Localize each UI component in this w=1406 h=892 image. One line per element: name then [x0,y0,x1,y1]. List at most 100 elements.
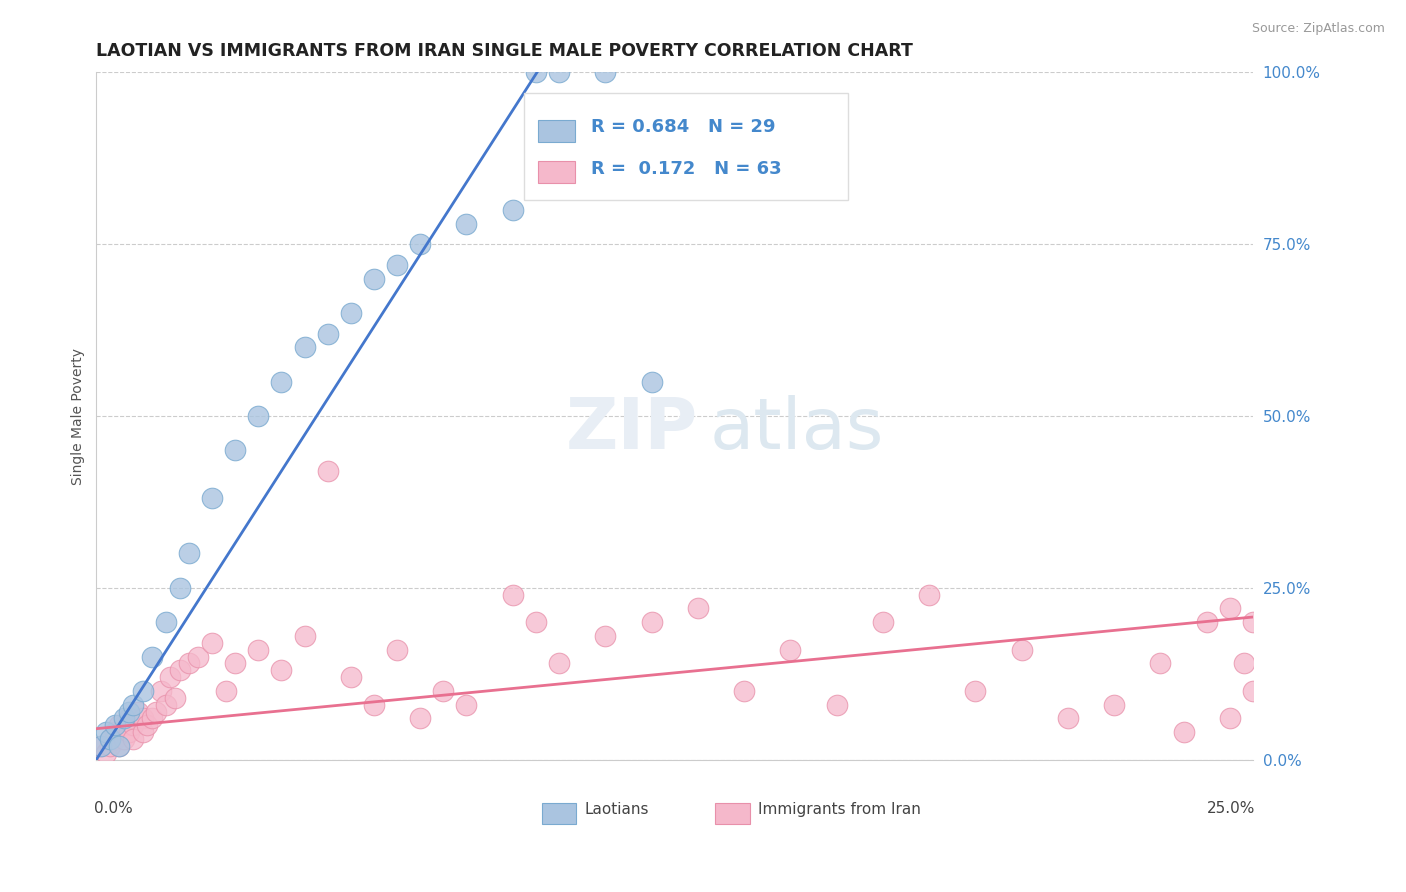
Point [686,601,709,615]
Point [98,731,121,746]
Point [1233,657,1256,671]
Point [104,725,127,739]
Point [640,615,662,629]
Point [593,65,616,79]
Text: 25.0%: 25.0% [1206,801,1256,816]
Point [548,657,571,671]
Point [104,731,127,746]
Point [150,684,173,698]
Point [409,711,432,725]
Point [112,711,135,725]
Text: Source: ZipAtlas.com: Source: ZipAtlas.com [1251,22,1385,36]
Point [108,718,131,732]
Point [122,698,145,712]
Point [385,258,408,272]
Point [363,271,385,285]
Point [385,642,408,657]
Point [432,684,454,698]
Point [524,615,547,629]
Point [965,684,987,698]
Point [112,731,135,746]
Point [131,684,153,698]
Point [456,698,478,712]
Point [159,670,181,684]
Point [779,642,801,657]
Point [163,690,186,705]
Point [316,464,339,478]
Point [524,65,547,79]
Point [733,684,755,698]
Point [108,739,131,753]
Point [502,588,524,602]
Bar [541,803,576,823]
Point [640,375,662,389]
Point [145,705,167,719]
Text: Immigrants from Iran: Immigrants from Iran [758,802,921,817]
Y-axis label: Single Male Poverty: Single Male Poverty [72,348,86,484]
Point [169,581,191,595]
Point [1195,615,1218,629]
Point [1149,657,1171,671]
Point [270,663,292,677]
FancyBboxPatch shape [524,93,848,200]
Point [127,705,149,719]
Point [112,718,135,732]
Point [98,739,121,753]
Point [1011,642,1033,657]
Point [122,731,145,746]
Point [155,698,177,712]
Point [270,375,292,389]
Point [177,546,200,560]
Point [825,698,848,712]
Point [247,642,270,657]
Point [1241,684,1264,698]
Point [94,725,117,739]
Bar [716,803,749,823]
Point [177,657,200,671]
Point [340,670,363,684]
Point [340,306,363,320]
Point [593,629,616,643]
Point [90,739,112,753]
Point [104,718,127,732]
Point [872,615,894,629]
Point [94,746,117,760]
Point [118,711,141,725]
Text: ZIP: ZIP [565,395,697,464]
Point [1219,711,1241,725]
Point [247,409,270,423]
Bar [538,120,575,142]
Point [1219,601,1241,615]
Point [187,649,209,664]
Point [456,217,478,231]
Point [363,698,385,712]
Point [169,663,191,677]
Point [155,615,177,629]
Text: atlas: atlas [710,395,884,464]
Point [1241,615,1264,629]
Bar [538,161,575,183]
Point [409,237,432,252]
Point [201,636,224,650]
Point [294,629,316,643]
Point [224,657,246,671]
Point [316,326,339,341]
Point [1173,725,1195,739]
Point [98,731,121,746]
Point [131,725,153,739]
Point [141,649,163,664]
Point [141,711,163,725]
Point [294,340,316,354]
Point [201,491,224,506]
Point [136,718,159,732]
Point [215,684,238,698]
Point [108,739,131,753]
Text: Laotians: Laotians [585,802,650,817]
Point [1057,711,1080,725]
Point [122,718,145,732]
Text: R =  0.172   N = 63: R = 0.172 N = 63 [592,160,782,178]
Point [90,739,112,753]
Text: R = 0.684   N = 29: R = 0.684 N = 29 [592,119,776,136]
Point [1102,698,1125,712]
Point [918,588,941,602]
